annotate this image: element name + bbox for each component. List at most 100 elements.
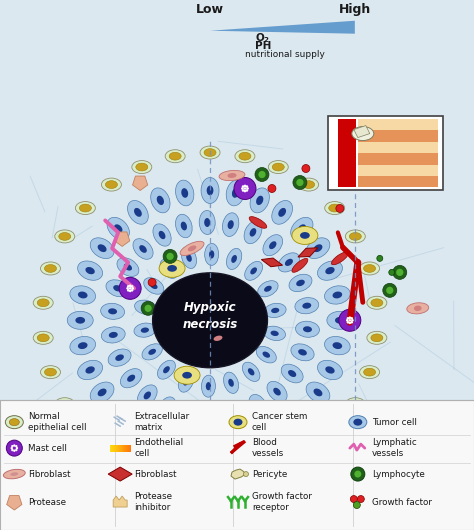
Ellipse shape — [180, 241, 204, 255]
Circle shape — [246, 187, 249, 190]
Ellipse shape — [207, 186, 213, 196]
Text: Growth factor
receptor: Growth factor receptor — [252, 492, 312, 512]
Circle shape — [302, 164, 310, 172]
Ellipse shape — [367, 296, 387, 310]
Ellipse shape — [136, 163, 148, 171]
Ellipse shape — [157, 196, 164, 205]
Ellipse shape — [114, 224, 122, 233]
FancyBboxPatch shape — [358, 176, 438, 188]
FancyBboxPatch shape — [126, 445, 128, 452]
Ellipse shape — [153, 273, 267, 368]
FancyBboxPatch shape — [111, 445, 112, 452]
Ellipse shape — [371, 334, 383, 342]
Ellipse shape — [296, 280, 305, 286]
Circle shape — [350, 317, 353, 320]
Ellipse shape — [132, 467, 152, 480]
Ellipse shape — [331, 252, 348, 265]
Ellipse shape — [360, 366, 380, 378]
Ellipse shape — [114, 408, 122, 416]
Ellipse shape — [70, 337, 96, 355]
FancyBboxPatch shape — [123, 445, 125, 452]
Ellipse shape — [117, 258, 139, 277]
Ellipse shape — [67, 311, 93, 329]
Circle shape — [355, 471, 361, 478]
Circle shape — [246, 189, 248, 192]
Ellipse shape — [219, 171, 245, 181]
Ellipse shape — [271, 331, 279, 336]
Ellipse shape — [188, 245, 196, 251]
Text: $\mathbf{O_2}$: $\mathbf{O_2}$ — [255, 31, 270, 45]
Ellipse shape — [182, 247, 197, 269]
Ellipse shape — [214, 335, 222, 341]
FancyBboxPatch shape — [358, 164, 438, 176]
Ellipse shape — [113, 285, 122, 292]
Ellipse shape — [78, 360, 102, 379]
Ellipse shape — [263, 351, 270, 358]
Ellipse shape — [181, 188, 188, 198]
Ellipse shape — [325, 201, 345, 215]
Circle shape — [234, 178, 256, 199]
Ellipse shape — [249, 394, 267, 417]
Ellipse shape — [201, 375, 215, 397]
FancyBboxPatch shape — [112, 445, 113, 452]
Ellipse shape — [228, 379, 234, 387]
Ellipse shape — [109, 332, 118, 338]
FancyBboxPatch shape — [110, 445, 111, 452]
Ellipse shape — [269, 241, 276, 249]
Text: PH: PH — [255, 41, 271, 51]
Ellipse shape — [204, 218, 210, 227]
FancyBboxPatch shape — [116, 445, 117, 452]
Ellipse shape — [148, 349, 156, 355]
FancyBboxPatch shape — [115, 445, 116, 452]
FancyBboxPatch shape — [358, 119, 438, 130]
Ellipse shape — [291, 217, 313, 240]
Ellipse shape — [414, 306, 421, 311]
Ellipse shape — [204, 148, 216, 156]
Ellipse shape — [90, 238, 114, 259]
Circle shape — [16, 447, 18, 449]
Text: Hypoxic
necrosis: Hypoxic necrosis — [182, 302, 237, 331]
Ellipse shape — [228, 220, 234, 229]
Ellipse shape — [278, 208, 286, 217]
FancyBboxPatch shape — [125, 445, 127, 452]
Ellipse shape — [200, 146, 220, 159]
Circle shape — [166, 253, 174, 260]
Ellipse shape — [325, 366, 335, 374]
Ellipse shape — [327, 311, 353, 329]
Ellipse shape — [256, 347, 276, 363]
Ellipse shape — [108, 349, 131, 366]
Ellipse shape — [115, 355, 124, 361]
Circle shape — [296, 179, 303, 186]
Ellipse shape — [313, 388, 322, 396]
FancyBboxPatch shape — [114, 445, 115, 452]
Circle shape — [131, 287, 134, 290]
Ellipse shape — [33, 296, 53, 310]
Ellipse shape — [234, 419, 243, 426]
Ellipse shape — [407, 303, 428, 314]
Text: Tumor cell: Tumor cell — [372, 418, 417, 427]
Text: Cancer stem
cell: Cancer stem cell — [252, 412, 307, 432]
Circle shape — [351, 319, 354, 322]
Ellipse shape — [100, 303, 125, 320]
Ellipse shape — [224, 372, 238, 393]
Circle shape — [129, 285, 131, 287]
Circle shape — [127, 285, 129, 288]
Circle shape — [393, 266, 407, 279]
Ellipse shape — [205, 243, 219, 266]
Ellipse shape — [353, 419, 362, 426]
Ellipse shape — [333, 292, 342, 298]
Ellipse shape — [328, 429, 341, 436]
Ellipse shape — [291, 344, 314, 361]
Circle shape — [348, 319, 351, 322]
Ellipse shape — [150, 283, 157, 289]
Ellipse shape — [142, 344, 163, 360]
Ellipse shape — [333, 342, 342, 349]
Ellipse shape — [232, 188, 239, 198]
Ellipse shape — [78, 261, 102, 280]
Text: Blood
vessels: Blood vessels — [252, 438, 284, 458]
Polygon shape — [7, 496, 22, 510]
Polygon shape — [115, 232, 130, 246]
Ellipse shape — [151, 428, 170, 453]
Circle shape — [350, 496, 357, 502]
Ellipse shape — [163, 366, 170, 373]
